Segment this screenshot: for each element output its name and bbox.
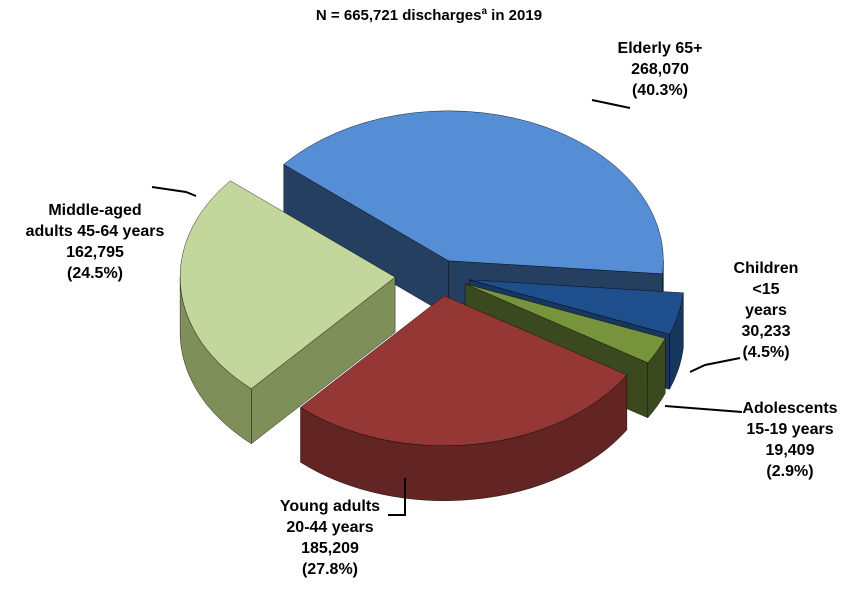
leader-line (591, 99, 631, 109)
chart-title: N = 665,721 discharges (315, 7, 482, 24)
slice (469, 279, 684, 335)
slice-label: Middle-aged adults 45-64 years 162,795 (24… (26, 200, 165, 284)
slice (283, 110, 664, 275)
value-label: 30,233 (741, 323, 791, 340)
slice-label: Adolescents 15-19 years 19,409 (2.9%) (742, 398, 837, 482)
category-label: Middle-aged adults 45-64 years (25, 202, 165, 240)
category-label: Children <15 years (733, 260, 799, 319)
value-label: 185,209 (301, 540, 359, 557)
chart-title-block: N = 665,721 dischargesa in 2019 (0, 6, 858, 24)
slice-label: Children <15 years 30,233 (4.5%) (720, 258, 812, 363)
percent-label: (24.5%) (66, 265, 124, 282)
leader-line (689, 357, 741, 373)
value-label: 19,409 (765, 442, 815, 459)
percent-label: (27.8%) (301, 561, 359, 578)
leader-line (151, 186, 197, 197)
slice-label: Elderly 65+ 268,070 (40.3%) (618, 38, 703, 101)
value-label: 268,070 (631, 61, 689, 78)
percent-label: (40.3%) (631, 82, 689, 99)
slice (300, 295, 628, 446)
value-label: 162,795 (66, 244, 124, 261)
leader-line (664, 405, 743, 413)
leader-line (388, 478, 406, 516)
slice (179, 180, 396, 389)
title-note: a (481, 6, 488, 17)
title-suffix: in 2019 (487, 7, 543, 24)
category-label: Elderly 65+ (617, 40, 703, 57)
slice (464, 283, 666, 364)
percent-label: (4.5%) (742, 344, 790, 361)
slice-label: Young adults 20-44 years 185,209 (27.8%) (280, 496, 380, 580)
category-label: Adolescents 15-19 years (742, 400, 838, 438)
category-label: Young adults 20-44 years (279, 498, 381, 536)
percent-label: (2.9%) (766, 463, 814, 480)
